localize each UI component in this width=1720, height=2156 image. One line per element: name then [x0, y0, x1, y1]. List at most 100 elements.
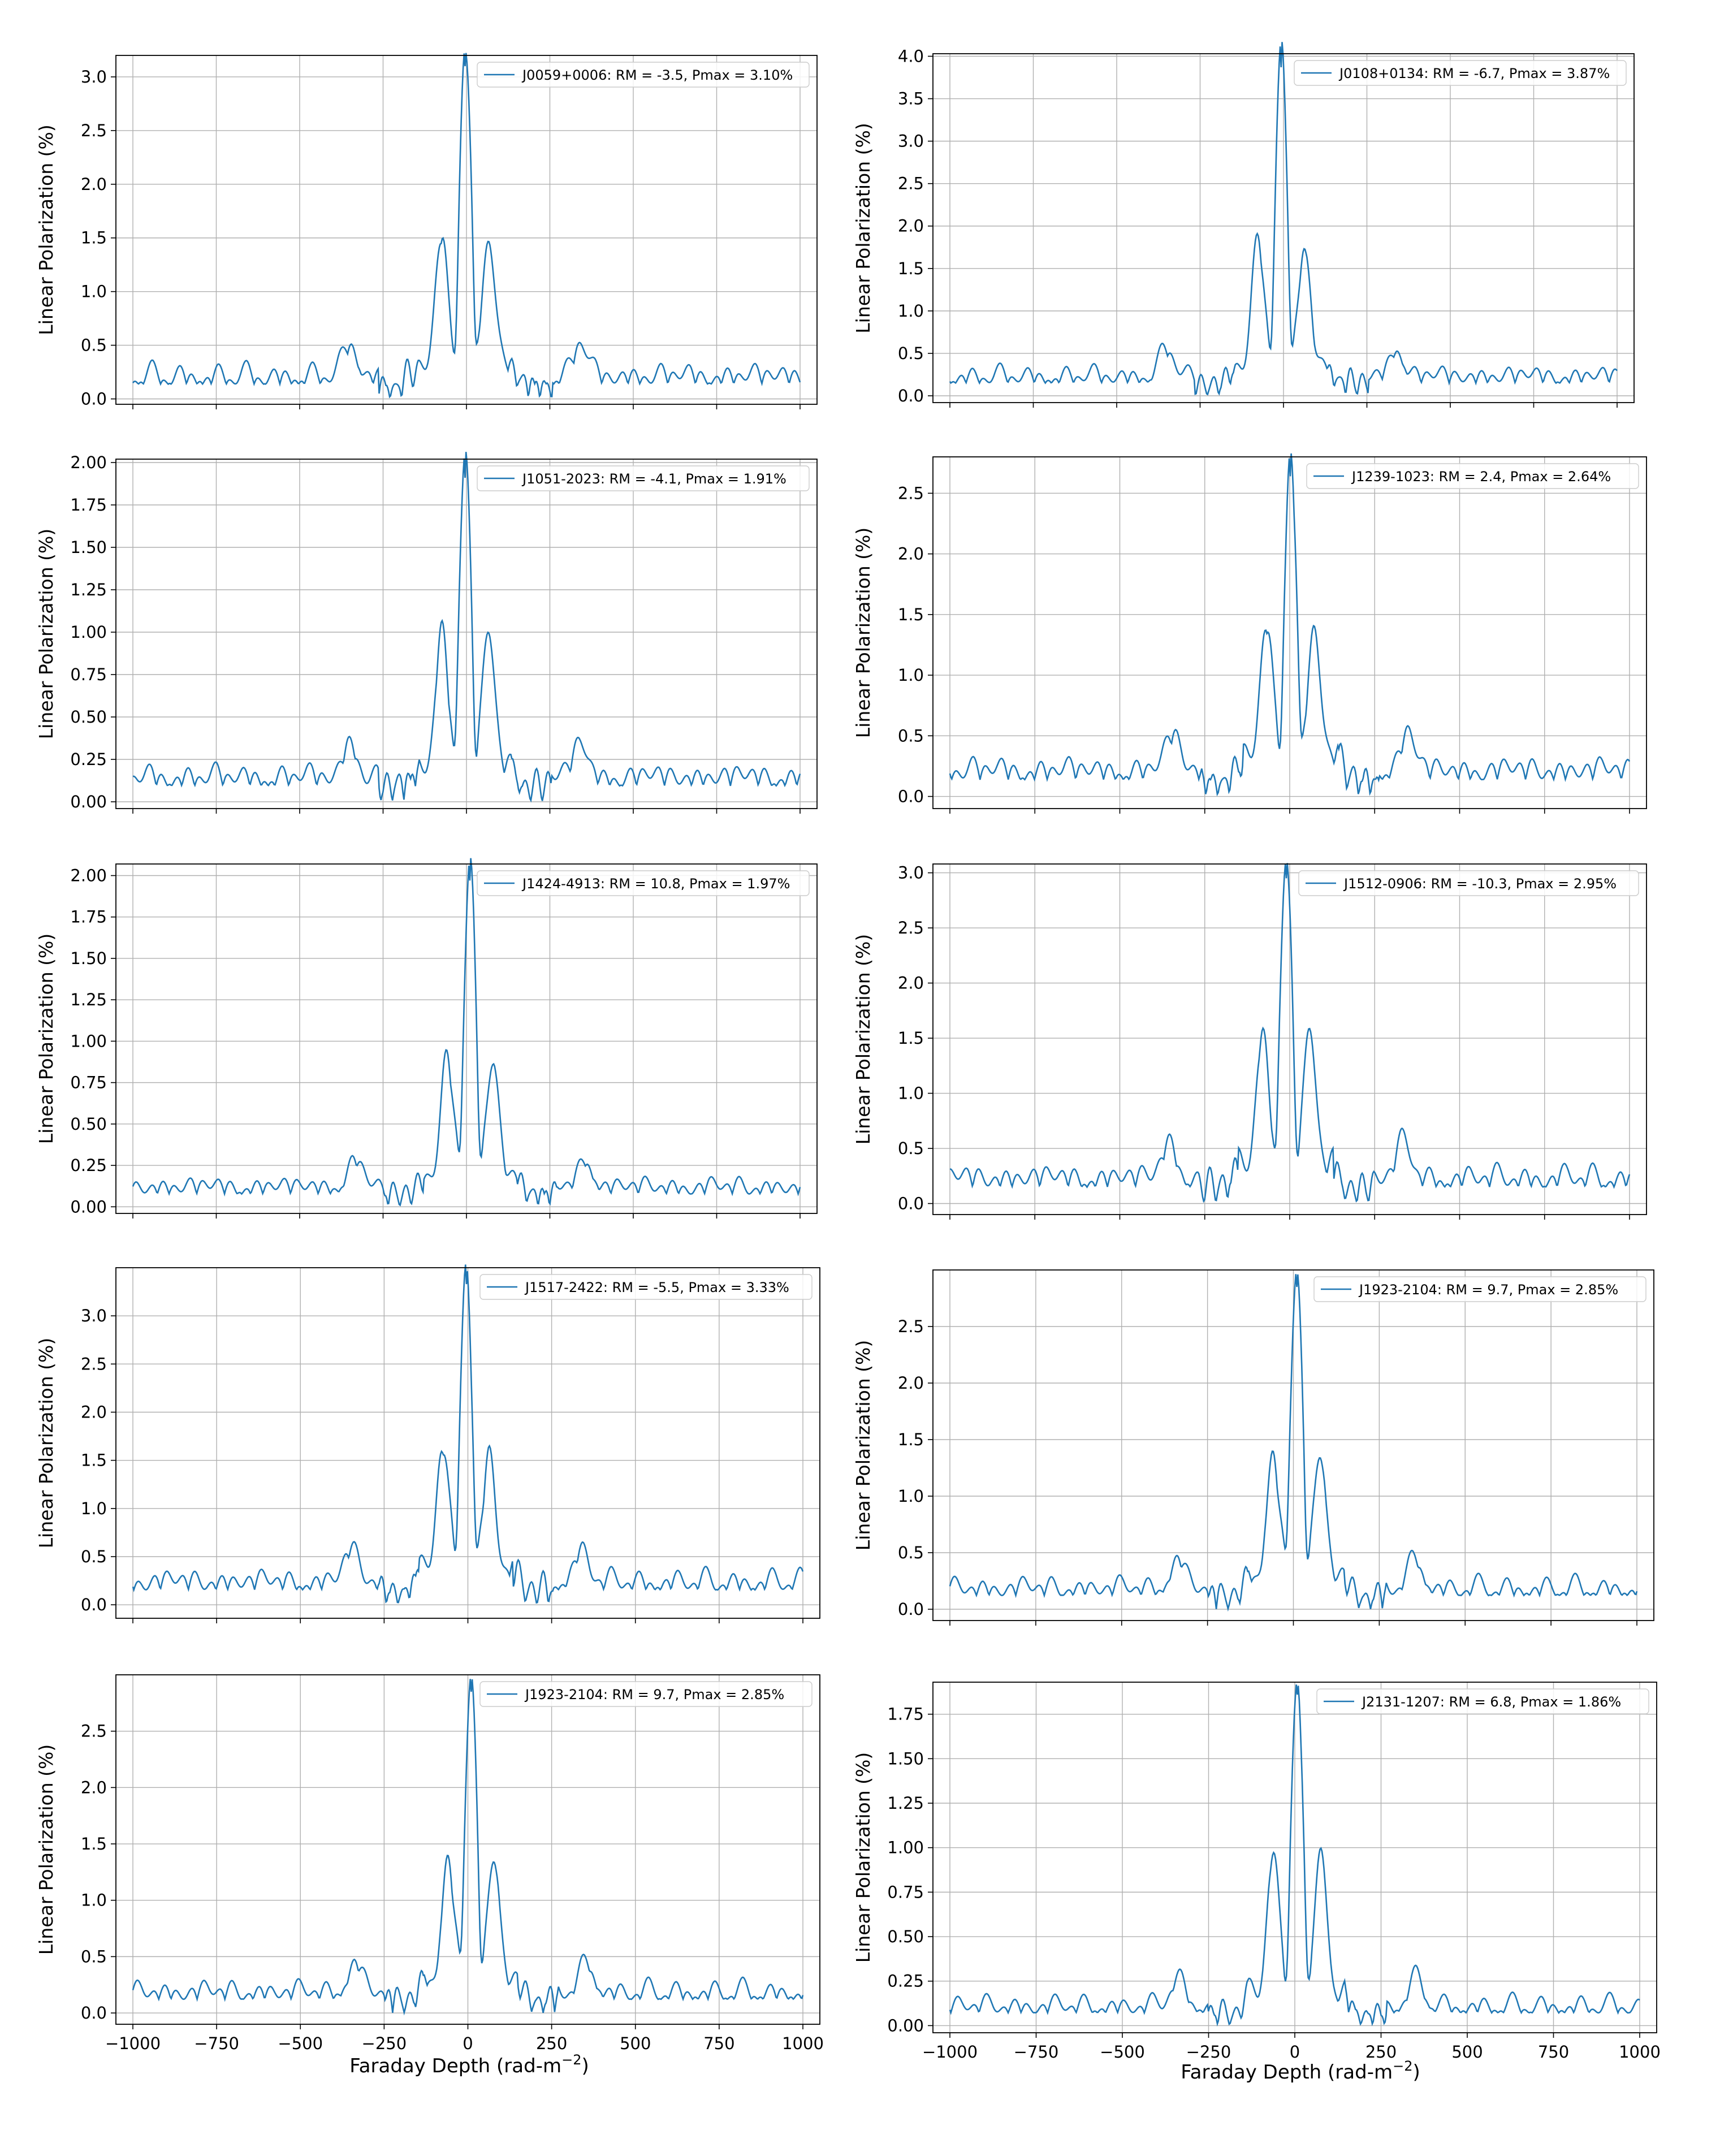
y-axis-label: Linear Polarization (%): [35, 1338, 57, 1548]
y-tick-label: 2.0: [81, 175, 107, 194]
y-tick-label: 2.5: [81, 121, 107, 140]
y-tick-label: 3.0: [898, 863, 924, 883]
legend-box: [1298, 870, 1639, 896]
x-tick-label: 750: [703, 2034, 734, 2053]
y-axis-label: Linear Polarization (%): [852, 528, 874, 738]
x-tick-label: −1000: [105, 2034, 161, 2053]
x-tick-label: −1000: [922, 2042, 978, 2062]
y-tick-label: 1.0: [898, 1487, 924, 1506]
legend-box: [477, 465, 810, 491]
legend-label: J1424-4913: RM = 10.8, Pmax = 1.97%: [521, 876, 790, 892]
y-tick-label: 1.5: [81, 228, 107, 248]
series-line: [132, 1264, 804, 1604]
y-axis-label: Linear Polarization (%): [852, 123, 874, 333]
y-tick-label: 2.5: [898, 918, 924, 937]
y-tick-label: 2.0: [898, 974, 924, 993]
legend-box: [1316, 1688, 1649, 1714]
axes-frame: [932, 1269, 1654, 1621]
y-tick-label: 1.75: [887, 1705, 924, 1724]
y-axis-label: Linear Polarization (%): [35, 124, 57, 335]
legend-label: J1051-2023: RM = -4.1, Pmax = 1.91%: [521, 471, 786, 487]
y-tick-label: 0.25: [70, 750, 107, 769]
legend-box: [1306, 463, 1639, 489]
y-tick-label: 0.5: [898, 1139, 924, 1158]
y-tick-label: 0.25: [70, 1156, 107, 1175]
y-tick-label: 0.5: [81, 1947, 107, 1966]
x-tick-label: 500: [620, 2034, 651, 2053]
y-tick-label: 1.5: [898, 259, 924, 278]
panel-j0108+0134-1: 0.0 0.5 1.0 1.5 2.0 2.5 3.0 3.5 4.0 Linear Polari…: [852, 42, 1635, 408]
y-tick-label: 0.50: [887, 1927, 924, 1946]
x-axis-title-left: Faraday Depth (rad-m−2): [349, 2052, 589, 2077]
y-tick-label: 1.75: [70, 495, 107, 515]
y-tick-label: 0.0: [898, 787, 924, 806]
y-tick-label: 1.00: [70, 1031, 107, 1051]
series-line: [949, 863, 1631, 1203]
legend-box: [479, 1274, 813, 1300]
axes-frame: [115, 459, 818, 809]
y-tick-label: 2.5: [898, 483, 924, 503]
y-axis-label: Linear Polarization (%): [852, 934, 874, 1144]
y-tick-label: 1.50: [70, 538, 107, 557]
y-tick-label: 0.5: [81, 336, 107, 355]
y-tick-label: 1.00: [887, 1838, 924, 1857]
y-tick-label: 2.0: [898, 545, 924, 564]
axes-frame: [115, 1674, 820, 2025]
y-tick-label: 1.5: [81, 1834, 107, 1853]
y-tick-label: 1.0: [81, 1499, 107, 1518]
axes-frame: [932, 863, 1647, 1215]
panel-j1239-1023-3: 0.0 0.5 1.0 1.5 2.0 2.5 Linear Polarization (%…: [852, 453, 1647, 814]
y-tick-label: 1.0: [81, 282, 107, 301]
y-tick-label: 0.0: [898, 1194, 924, 1213]
x-tick-label: 250: [536, 2034, 567, 2053]
y-tick-label: 3.0: [81, 1306, 107, 1325]
y-tick-label: 0.5: [898, 344, 924, 363]
y-tick-label: 3.0: [81, 67, 107, 87]
axes-frame: [932, 456, 1647, 809]
y-tick-label: 0.75: [70, 665, 107, 684]
legend-label: J1517-2422: RM = -5.5, Pmax = 3.33%: [524, 1280, 789, 1295]
y-tick-label: 1.50: [887, 1749, 924, 1768]
series-line: [132, 1679, 804, 2016]
y-tick-label: 0.0: [81, 390, 107, 409]
y-tick-label: 1.00: [70, 623, 107, 642]
series-line: [949, 1684, 1640, 2027]
y-tick-label: 1.5: [898, 605, 924, 624]
panel-j2131-1207-9: −1000 −750 −500 −250 0 250 500 750 1000 0.00 0.25 0…: [852, 1682, 1661, 2062]
x-tick-label: 500: [1451, 2042, 1483, 2062]
axes-frame: [932, 1682, 1657, 2033]
x-tick-label: −250: [362, 2034, 407, 2053]
x-tick-label: −500: [1100, 2042, 1145, 2062]
x-tick-label: −750: [194, 2034, 239, 2053]
y-tick-label: 0.00: [70, 792, 107, 811]
x-tick-label: −250: [1186, 2042, 1231, 2062]
y-tick-label: 2.5: [898, 174, 924, 193]
axes-frame: [115, 55, 818, 405]
panel-j1923-2104-8: −1000 −750 −500 −250 0 250 500 750 1000 0.0 0.5 1.0…: [35, 1674, 824, 2053]
y-tick-label: 0.0: [898, 386, 924, 405]
x-tick-label: 1000: [782, 2034, 824, 2053]
y-tick-label: 0.0: [81, 1595, 107, 1614]
y-tick-label: 0.0: [898, 1600, 924, 1619]
y-tick-label: 2.0: [81, 1778, 107, 1797]
y-tick-label: 1.50: [70, 949, 107, 968]
y-tick-label: 4.0: [898, 47, 924, 66]
y-tick-label: 0.50: [70, 1114, 107, 1134]
y-tick-label: 0.5: [81, 1547, 107, 1566]
y-tick-label: 1.5: [898, 1430, 924, 1449]
y-tick-label: 0.5: [898, 726, 924, 745]
y-tick-label: 2.5: [81, 1722, 107, 1741]
y-axis-label: Linear Polarization (%): [35, 529, 57, 739]
panel-j1051-2023-2: 0.00 0.25 0.50 0.75 1.00 1.25 1.50 1.75 2.00 Line…: [35, 452, 818, 814]
y-tick-label: 1.5: [81, 1451, 107, 1470]
series-line: [949, 453, 1631, 797]
series-line: [949, 42, 1618, 396]
legend-box: [1294, 60, 1627, 86]
legend-box: [1313, 1276, 1646, 1302]
legend-box: [477, 870, 810, 896]
y-tick-label: 2.5: [898, 1317, 924, 1336]
y-tick-label: 3.0: [898, 132, 924, 151]
series-line: [949, 1274, 1638, 1612]
